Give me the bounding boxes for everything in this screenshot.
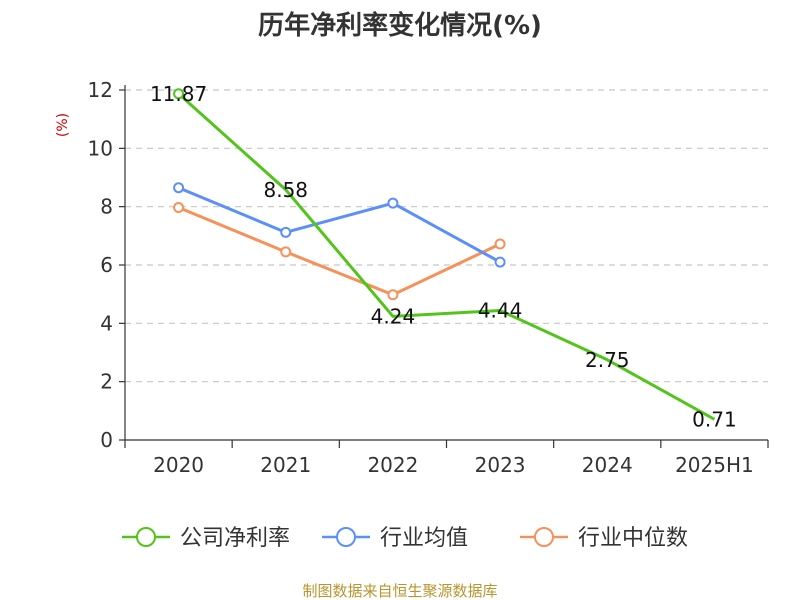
data-point bbox=[387, 289, 399, 301]
legend-label: 公司净利率 bbox=[180, 526, 290, 551]
y-tick-label: 6 bbox=[100, 253, 113, 277]
y-axis-unit: (%) bbox=[55, 113, 71, 137]
data-point bbox=[173, 202, 185, 214]
data-point bbox=[494, 238, 506, 250]
y-tick-label: 0 bbox=[100, 428, 113, 452]
series-lines bbox=[173, 88, 716, 421]
data-label: 0.71 bbox=[692, 407, 737, 431]
data-point bbox=[173, 182, 185, 194]
data-label: 2.75 bbox=[585, 348, 630, 372]
y-tick-label: 2 bbox=[100, 370, 113, 394]
data-point bbox=[387, 197, 399, 209]
legend-label: 行业均值 bbox=[380, 526, 468, 551]
data-point bbox=[280, 246, 292, 258]
y-tick-label: 10 bbox=[88, 136, 113, 160]
legend: 公司净利率 行业均值 行业中位数 bbox=[122, 526, 688, 551]
grid-lines bbox=[125, 89, 768, 383]
data-label: 4.24 bbox=[371, 304, 416, 328]
legend-marker-icon bbox=[336, 527, 356, 547]
x-tick-label: 2025H1 bbox=[675, 453, 754, 477]
legend-label: 行业中位数 bbox=[578, 526, 688, 551]
legend-marker-icon bbox=[136, 527, 156, 547]
data-point bbox=[494, 256, 506, 268]
series-line-2 bbox=[178, 206, 501, 297]
legend-marker-icon bbox=[534, 527, 554, 547]
series-line-0 bbox=[177, 92, 716, 421]
x-tick-label: 2024 bbox=[582, 453, 633, 477]
x-tick-label: 2023 bbox=[475, 453, 526, 477]
y-tick-label: 4 bbox=[100, 311, 113, 335]
data-point bbox=[173, 88, 185, 100]
data-labels: 11.87 8.58 4.24 4.44 2.75 0.71 bbox=[150, 82, 737, 431]
x-tick-label: 2022 bbox=[367, 453, 418, 477]
x-tick-label: 2021 bbox=[260, 453, 311, 477]
x-tick-label: 2020 bbox=[153, 453, 204, 477]
data-label: 4.44 bbox=[478, 299, 523, 323]
series-line-1 bbox=[178, 186, 501, 264]
data-point bbox=[280, 226, 292, 238]
axes: 0 2 4 6 8 10 12 2020 2021 2022 2023 2024 2025H1 bbox=[88, 78, 769, 477]
chart-title: 历年净利率变化情况(%) bbox=[258, 10, 542, 41]
data-label: 8.58 bbox=[263, 178, 308, 202]
data-label: 11.87 bbox=[150, 82, 207, 106]
y-tick-label: 12 bbox=[88, 78, 113, 102]
y-tick-label: 8 bbox=[100, 195, 113, 219]
data-source-note: 制图数据来自恒生聚源数据库 bbox=[302, 582, 497, 600]
